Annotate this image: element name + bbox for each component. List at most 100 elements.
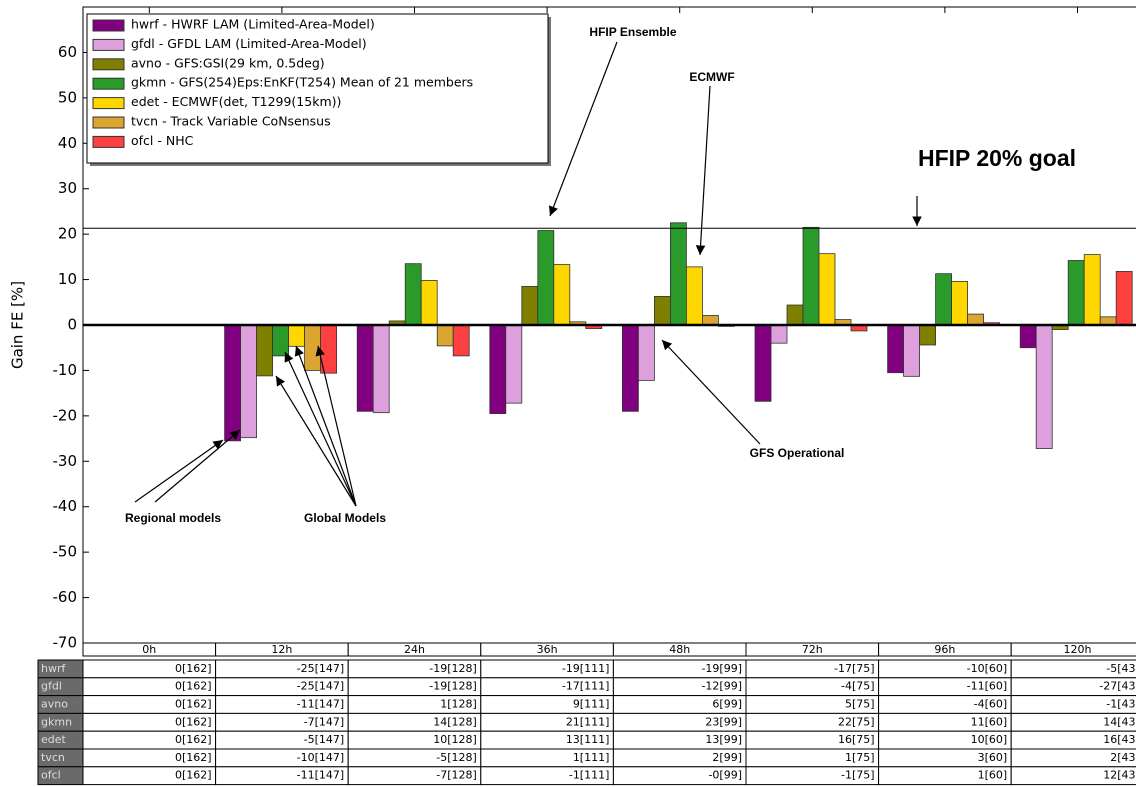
- table-cell-text: -1[111]: [569, 769, 610, 782]
- y-tick-label: 10: [58, 270, 77, 288]
- bar: [224, 324, 242, 442]
- legend-label: tvcn - Track Variable CoNsensus: [131, 114, 331, 129]
- data-table: 0h 12h 24h 36h 48h 72h 96h 120h hwrf 0[162] -25[14…: [37, 642, 1136, 786]
- bar: [489, 324, 507, 414]
- bar: [919, 324, 936, 346]
- row-label: tvcn: [41, 751, 65, 764]
- legend-label: edet - ECMWF(det, T1299(15km)): [131, 94, 341, 109]
- bar: [686, 266, 703, 326]
- table-cell-text: 13[111]: [566, 733, 610, 746]
- bar: [553, 264, 571, 326]
- table-cell-text: -7[147]: [304, 715, 345, 728]
- table-cell-text: -5[128]: [436, 751, 477, 764]
- bar: [404, 263, 422, 326]
- y-tick-label: -70: [53, 634, 78, 652]
- row-label: gfdl: [41, 680, 62, 693]
- table-cell-text: 16[43]: [1103, 733, 1136, 746]
- y-tick-label: -20: [53, 406, 78, 424]
- row-label: avno: [41, 698, 68, 711]
- y-tick-label: -40: [53, 497, 78, 515]
- legend-label: avno - GFS:GSI(29 km, 0.5deg): [131, 55, 325, 70]
- row-label: gkmn: [41, 715, 72, 728]
- table-cell-text: 23[99]: [705, 715, 742, 728]
- bar: [436, 324, 454, 347]
- annotation: Regional models: [125, 511, 221, 525]
- arrow: [548, 41, 618, 217]
- row-label: edet: [41, 733, 67, 746]
- table-cell-text: -5[147]: [304, 733, 345, 746]
- table-cell-text: 0[162]: [175, 680, 212, 693]
- table-cell-text: -17[111]: [562, 680, 610, 693]
- table-cell-text: -1[75]: [841, 769, 875, 782]
- bar: [770, 324, 788, 344]
- table-cell-text: 21[111]: [566, 715, 610, 728]
- legend-label: gfdl - GFDL LAM (Limited-Area-Model): [131, 36, 367, 51]
- table-cell-text: 10[128]: [433, 733, 477, 746]
- table-header: 48h: [669, 643, 690, 656]
- y-tick-label: -10: [53, 361, 78, 379]
- table-cell-text: 0[162]: [175, 733, 212, 746]
- legend-label: ofcl - NHC: [131, 133, 194, 148]
- table-cell-text: 0[162]: [175, 698, 212, 711]
- table-cell-text: -1[43]: [1106, 698, 1136, 711]
- table-cell-text: -7[128]: [436, 769, 477, 782]
- row-label: ofcl: [41, 769, 61, 782]
- y-tick-label: -60: [53, 588, 78, 606]
- table-header: 24h: [404, 643, 425, 656]
- bar: [786, 304, 804, 326]
- table-cell-text: 16[75]: [838, 733, 875, 746]
- arrow: [315, 345, 357, 507]
- legend-swatch: [92, 77, 125, 90]
- y-tick-label: 40: [58, 134, 77, 152]
- table-cell-text: -4[60]: [974, 698, 1008, 711]
- table-cell-text: -11[60]: [967, 680, 1008, 693]
- legend-box: [86, 13, 549, 164]
- table-cell-text: 10[60]: [971, 733, 1008, 746]
- table-cell-text: -11[147]: [297, 698, 345, 711]
- table-cell-text: 3[60]: [978, 751, 1008, 764]
- bar: [818, 253, 836, 326]
- table-cell-text: -0[99]: [708, 769, 742, 782]
- table-cell-text: 11[60]: [971, 715, 1008, 728]
- legend-label: gkmn - GFS(254)Eps:EnKF(T254) Mean of 21…: [131, 75, 473, 90]
- bar: [256, 324, 274, 377]
- table-cell-text: -10[60]: [967, 662, 1008, 675]
- table-cell: [1010, 766, 1136, 786]
- y-tick-label: 0: [67, 316, 77, 334]
- bar: [272, 324, 290, 357]
- bar: [372, 324, 390, 414]
- table-cell-text: -19[128]: [429, 680, 477, 693]
- bar: [1019, 324, 1037, 349]
- table-cell-text: 9[111]: [573, 698, 610, 711]
- bar: [1083, 254, 1101, 326]
- annotation: ECMWF: [689, 70, 734, 84]
- table-header: 72h: [802, 643, 823, 656]
- table-cell-text: 6[99]: [712, 698, 742, 711]
- table-cell-text: 1[128]: [440, 698, 477, 711]
- table-cell-text: -17[75]: [834, 662, 875, 675]
- y-axis-label: Gain FE [%]: [9, 281, 27, 369]
- annotation: HFIP Ensemble: [589, 25, 676, 39]
- bar: [1067, 260, 1085, 326]
- bar: [670, 222, 687, 326]
- table-cell-text: 2[43]: [1110, 751, 1136, 764]
- plot-area: -70 -60 -50 -40 -30 -20 -10 0 10 20 30 40 50 60 hwrf -…: [37, 6, 1136, 786]
- arrow: [284, 351, 357, 507]
- table-cell-text: 5[75]: [845, 698, 875, 711]
- table-cell-text: 14[43]: [1103, 715, 1136, 728]
- table-cell-text: 0[162]: [175, 715, 212, 728]
- legend: hwrf - HWRF LAM (Limited-Area-Model) gfdl…: [86, 13, 551, 166]
- legend-swatch: [92, 19, 125, 32]
- table-header: 0h: [142, 643, 156, 656]
- bar: [622, 324, 639, 412]
- table-cell-text: 1[111]: [573, 751, 610, 764]
- legend-swatch: [92, 116, 125, 129]
- bar: [505, 324, 523, 404]
- table-cell-text: -19[128]: [429, 662, 477, 675]
- annotation: GFS Operational: [750, 446, 845, 460]
- y-tick-label: -50: [53, 543, 78, 561]
- table-cell-text: 1[75]: [845, 751, 875, 764]
- y-tick-label: 20: [58, 225, 77, 243]
- table-cell-text: 22[75]: [838, 715, 875, 728]
- bar: [537, 230, 555, 326]
